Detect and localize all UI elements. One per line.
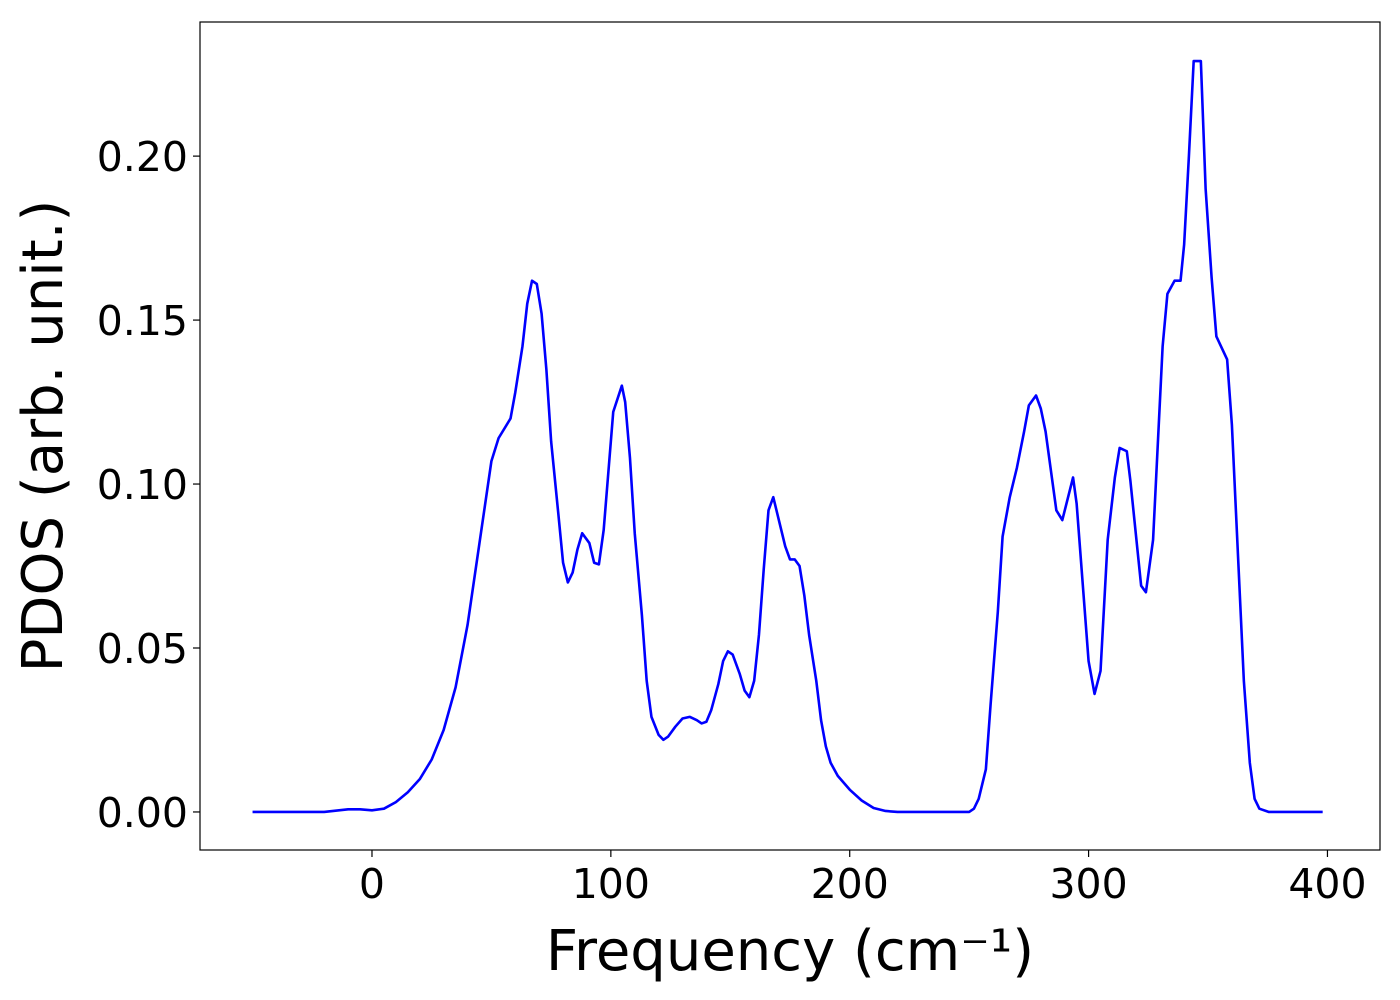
- y-axis-label: PDOS (arb. unit.): [11, 200, 76, 673]
- y-tick-label: 0.05: [97, 625, 188, 673]
- data-line: [252, 59, 1323, 814]
- x-axis-label: Frequency (cm⁻¹): [546, 919, 1034, 984]
- x-tick-label: 300: [1049, 860, 1127, 908]
- y-tick-label: 0.00: [97, 789, 188, 837]
- plot-frame: [199, 21, 1381, 851]
- y-tick-label: 0.20: [97, 133, 188, 181]
- y-tick-label: 0.15: [97, 297, 188, 345]
- x-tick-label: 200: [811, 860, 889, 908]
- x-tick-label: 0: [359, 860, 385, 908]
- x-tick-label: 400: [1288, 860, 1366, 908]
- y-tick-label: 0.10: [97, 461, 188, 509]
- x-tick-label: 100: [572, 860, 650, 908]
